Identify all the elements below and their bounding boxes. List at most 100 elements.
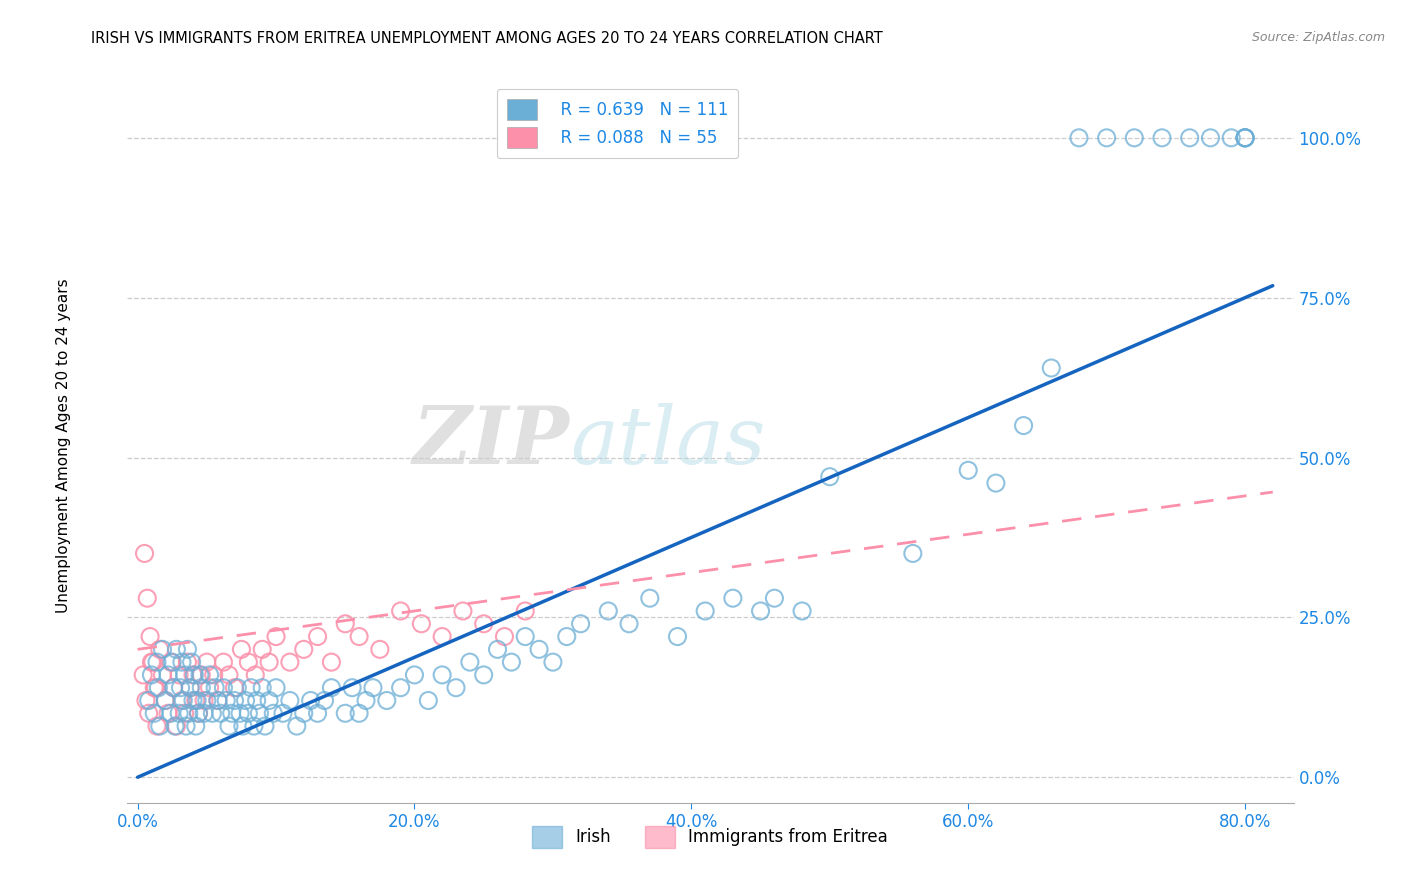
Point	[165, 719, 187, 733]
Point	[763, 591, 786, 606]
Point	[138, 706, 160, 721]
Point	[347, 706, 370, 721]
Point	[527, 642, 550, 657]
Point	[190, 681, 212, 695]
Legend: Irish, Immigrants from Eritrea: Irish, Immigrants from Eritrea	[524, 818, 896, 856]
Point	[1234, 131, 1257, 145]
Point	[146, 719, 169, 733]
Point	[307, 630, 329, 644]
Point	[162, 681, 184, 695]
Point	[224, 693, 246, 707]
Point	[389, 604, 412, 618]
Point	[1150, 131, 1173, 145]
Point	[458, 655, 481, 669]
Point	[238, 655, 260, 669]
Point	[451, 604, 474, 618]
Point	[957, 463, 980, 477]
Point	[135, 693, 157, 707]
Point	[321, 655, 343, 669]
Point	[430, 668, 453, 682]
Point	[145, 681, 167, 695]
Point	[180, 655, 202, 669]
Point	[418, 693, 440, 707]
Point	[173, 668, 195, 682]
Point	[139, 630, 162, 644]
Point	[229, 706, 252, 721]
Point	[1012, 418, 1035, 433]
Point	[749, 604, 772, 618]
Text: ZIP: ZIP	[413, 403, 569, 480]
Point	[143, 681, 166, 695]
Point	[569, 616, 592, 631]
Point	[250, 681, 273, 695]
Point	[262, 706, 284, 721]
Point	[172, 693, 194, 707]
Point	[375, 693, 398, 707]
Point	[278, 655, 301, 669]
Point	[179, 681, 201, 695]
Point	[149, 719, 172, 733]
Point	[1234, 131, 1257, 145]
Point	[231, 642, 253, 657]
Point	[179, 681, 201, 695]
Point	[238, 706, 260, 721]
Point	[160, 655, 183, 669]
Point	[204, 681, 226, 695]
Point	[218, 668, 240, 682]
Point	[134, 546, 156, 560]
Point	[170, 655, 193, 669]
Point	[515, 630, 537, 644]
Point	[198, 668, 221, 682]
Point	[226, 681, 249, 695]
Point	[314, 693, 336, 707]
Point	[209, 706, 232, 721]
Point	[141, 655, 163, 669]
Point	[1095, 131, 1118, 145]
Point	[278, 693, 301, 707]
Point	[212, 655, 235, 669]
Point	[173, 706, 195, 721]
Point	[162, 681, 184, 695]
Point	[163, 719, 186, 733]
Point	[160, 706, 183, 721]
Point	[901, 546, 924, 560]
Point	[165, 642, 187, 657]
Point	[1067, 131, 1090, 145]
Point	[215, 693, 238, 707]
Point	[246, 693, 269, 707]
Point	[136, 591, 159, 606]
Point	[1040, 361, 1063, 376]
Point	[152, 642, 174, 657]
Point	[188, 668, 211, 682]
Point	[404, 668, 426, 682]
Point	[1199, 131, 1222, 145]
Point	[486, 642, 509, 657]
Point	[285, 719, 308, 733]
Point	[555, 630, 578, 644]
Point	[321, 681, 343, 695]
Point	[187, 706, 209, 721]
Point	[157, 668, 180, 682]
Point	[271, 706, 294, 721]
Point	[142, 655, 165, 669]
Point	[666, 630, 689, 644]
Point	[184, 693, 207, 707]
Point	[257, 655, 280, 669]
Point	[335, 706, 357, 721]
Point	[152, 668, 174, 682]
Point	[181, 668, 204, 682]
Point	[292, 642, 315, 657]
Point	[494, 630, 516, 644]
Point	[1178, 131, 1201, 145]
Point	[249, 706, 271, 721]
Point	[472, 668, 495, 682]
Point	[187, 706, 209, 721]
Point	[1234, 131, 1257, 145]
Point	[695, 604, 717, 618]
Point	[212, 681, 235, 695]
Point	[250, 642, 273, 657]
Point	[245, 668, 267, 682]
Point	[444, 681, 467, 695]
Point	[243, 719, 266, 733]
Point	[1220, 131, 1243, 145]
